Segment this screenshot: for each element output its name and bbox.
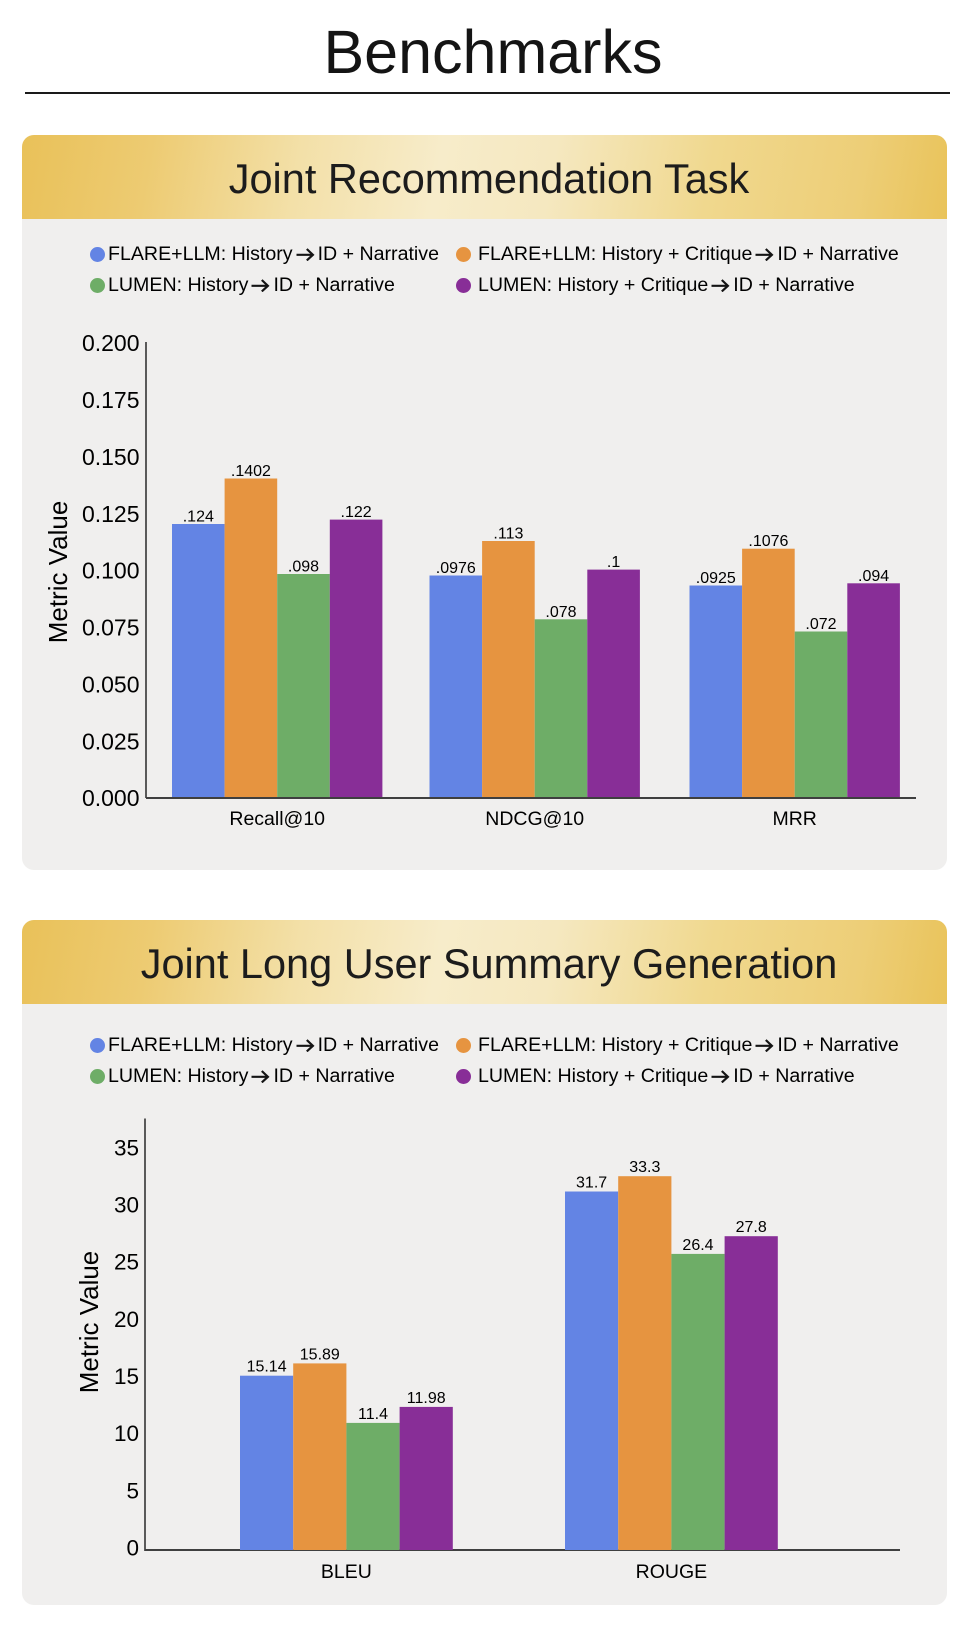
svg-text:0.125: 0.125 [82,501,140,527]
svg-text:0.050: 0.050 [82,671,140,697]
svg-text:.113: .113 [493,526,523,543]
svg-text:0.200: 0.200 [82,330,140,356]
svg-text:15.89: 15.89 [300,1346,340,1363]
svg-text:0: 0 [126,1535,139,1560]
svg-text:15.14: 15.14 [247,1359,287,1376]
svg-text:BLEU: BLEU [321,1561,372,1583]
svg-text:0.175: 0.175 [82,387,140,413]
svg-text:Metric Value: Metric Value [43,501,73,644]
svg-text:10: 10 [114,1421,139,1446]
svg-text:.1076: .1076 [748,533,788,550]
svg-text:.1402: .1402 [231,463,271,480]
svg-text:31.7: 31.7 [576,1175,607,1192]
svg-text:Recall@10: Recall@10 [229,808,325,830]
svg-text:11.98: 11.98 [407,1390,446,1407]
svg-text:.124: .124 [183,509,214,526]
svg-text:0.000: 0.000 [82,785,140,811]
svg-text:MRR: MRR [772,808,816,830]
svg-text:.122: .122 [341,504,372,521]
svg-text:11.4: 11.4 [358,1406,388,1423]
svg-text:.1: .1 [607,554,620,571]
svg-text:35: 35 [114,1135,139,1160]
svg-text:25: 25 [114,1250,139,1275]
svg-text:0.150: 0.150 [82,444,140,470]
svg-text:0.100: 0.100 [82,558,140,584]
svg-text:20: 20 [114,1307,139,1332]
svg-text:.0976: .0976 [436,560,476,577]
svg-text:0.025: 0.025 [82,728,140,754]
svg-text:Metric Value: Metric Value [74,1251,104,1394]
svg-text:.0925: .0925 [696,570,736,587]
svg-text:0.075: 0.075 [82,615,140,641]
svg-text:30: 30 [114,1193,139,1218]
svg-text:.094: .094 [858,568,889,585]
svg-text:5: 5 [126,1478,139,1503]
svg-text:.078: .078 [545,604,576,621]
svg-text:.098: .098 [288,559,319,576]
svg-text:ROUGE: ROUGE [636,1561,708,1583]
svg-text:15: 15 [114,1364,139,1389]
svg-text:33.3: 33.3 [629,1159,660,1176]
svg-text:.072: .072 [805,616,836,633]
svg-text:27.8: 27.8 [736,1219,767,1236]
svg-text:26.4: 26.4 [682,1237,713,1254]
svg-text:NDCG@10: NDCG@10 [485,808,584,830]
